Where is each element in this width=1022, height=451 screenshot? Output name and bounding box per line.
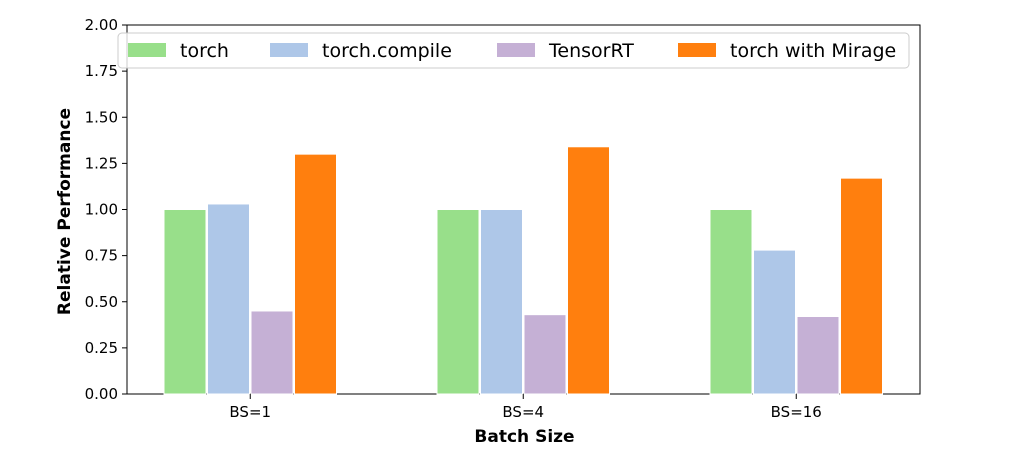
bar (523, 314, 567, 395)
y-tick-label: 1.25 (85, 154, 118, 172)
bar (709, 209, 753, 395)
legend-label: torch with Mirage (730, 40, 896, 62)
y-tick-label: 0.00 (85, 385, 118, 403)
x-tick-label: BS=1 (229, 403, 271, 421)
legend-swatch (128, 43, 166, 57)
bar (163, 209, 207, 395)
legend-swatch (678, 43, 716, 57)
bar (207, 203, 250, 395)
bar (250, 310, 294, 395)
bar (436, 209, 480, 395)
bar (294, 153, 337, 395)
y-tick-label: 0.75 (85, 247, 118, 265)
bar (840, 177, 883, 395)
y-tick-label: 2.00 (85, 16, 118, 34)
x-axis-title: Batch Size (474, 427, 574, 447)
legend-label: TensorRT (548, 40, 634, 62)
bar (567, 146, 610, 395)
x-tick-label: BS=16 (771, 403, 822, 421)
y-tick-label: 1.00 (85, 201, 118, 219)
legend-label: torch (180, 40, 229, 62)
y-tick-label: 0.50 (85, 293, 118, 311)
y-tick-label: 1.50 (85, 108, 118, 126)
bar (480, 209, 523, 395)
legend-label: torch.compile (322, 40, 452, 62)
legend-swatch (497, 43, 535, 57)
bar (796, 316, 840, 395)
y-axis-title: Relative Performance (55, 108, 75, 315)
legend-swatch (270, 43, 308, 57)
y-tick-label: 0.25 (85, 339, 118, 357)
bar (753, 249, 796, 395)
y-tick-label: 1.75 (85, 62, 118, 80)
x-tick-label: BS=4 (502, 403, 544, 421)
